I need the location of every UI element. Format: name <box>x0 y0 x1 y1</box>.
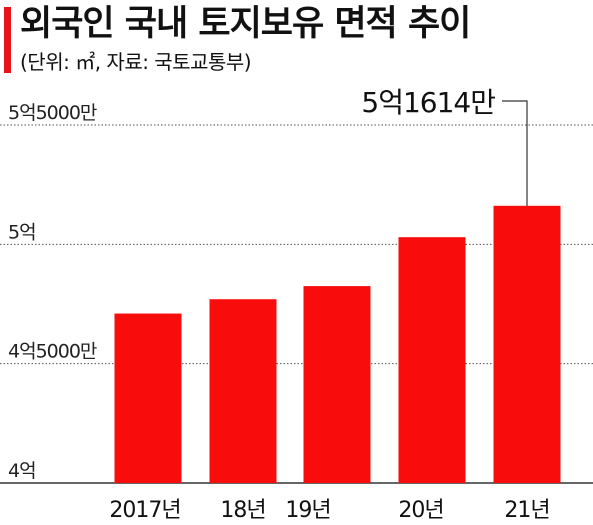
x-tick-label: 20년 <box>398 498 443 523</box>
x-tick-label: 18년 <box>220 498 265 523</box>
value-annotation: 5억1614만 <box>361 86 495 119</box>
x-tick-label: 21년 <box>504 498 549 523</box>
annotation-leader-line <box>502 100 528 206</box>
bar-4 <box>493 205 561 483</box>
x-tick-label: 19년 <box>285 498 330 523</box>
bar-0 <box>114 313 182 483</box>
y-tick-label: 5억5000만 <box>8 102 97 124</box>
x-tick-label: 2017년 <box>109 498 180 523</box>
bar-1 <box>209 299 277 483</box>
chart-subtitle: (단위: ㎡, 자료: 국토교통부) <box>20 50 252 74</box>
chart-title: 외국인 국내 토지보유 면적 추이 <box>20 4 471 44</box>
bar-2 <box>303 286 371 483</box>
y-tick-label: 4억5000만 <box>8 341 97 363</box>
y-tick-label: 4억 <box>8 460 36 482</box>
bar-3 <box>398 237 466 483</box>
title-accent-bar <box>4 7 11 73</box>
y-tick-label: 5억 <box>8 221 36 243</box>
